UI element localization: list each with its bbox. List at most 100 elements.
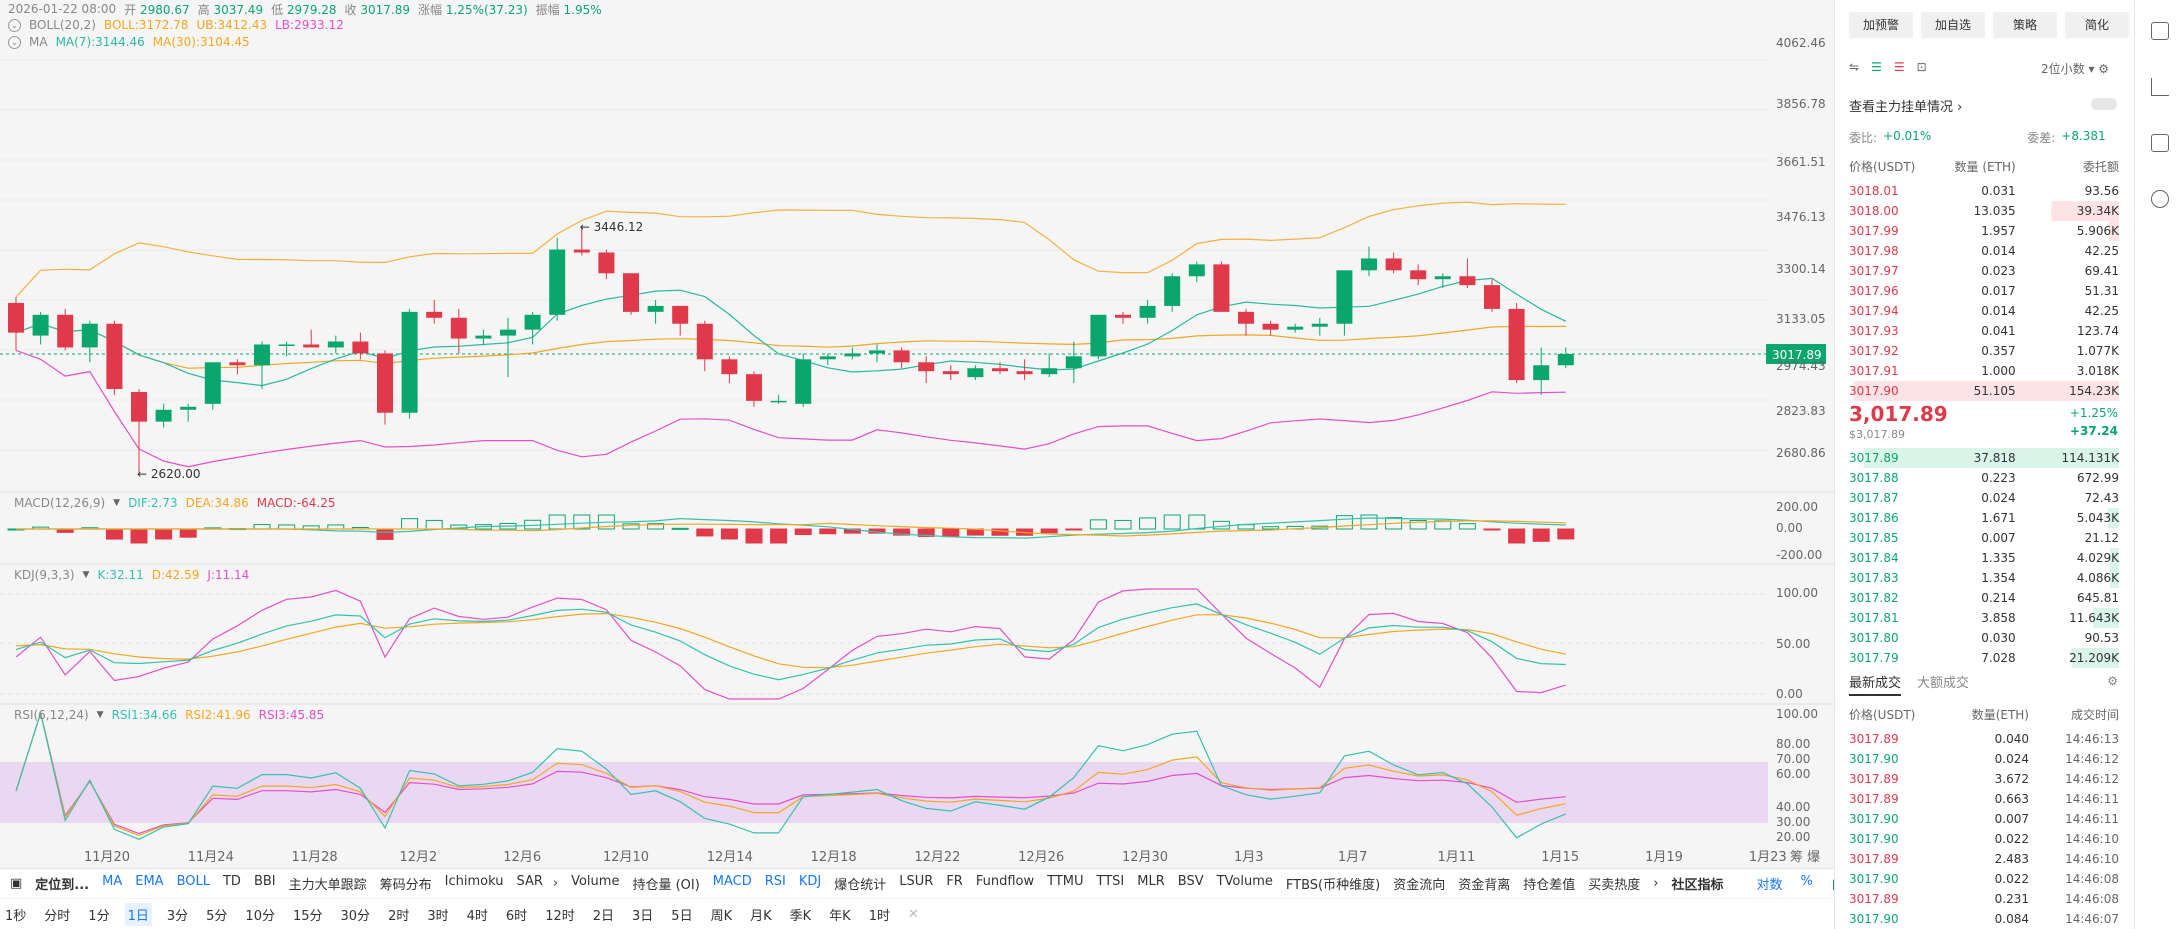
sub-indicator-item[interactable]: Fundflow: [975, 874, 1035, 889]
ask-row[interactable]: 3017.99 1.957 5.906K: [1849, 221, 2119, 241]
ob-total-header[interactable]: 委托额: [2082, 159, 2119, 174]
bid-row[interactable]: 3017.84 1.335 4.029K: [1849, 548, 2119, 568]
timeframe-6时[interactable]: 6时: [505, 908, 528, 924]
bid-row[interactable]: 3017.79 7.028 21.209K: [1849, 648, 2119, 668]
bid-row[interactable]: 3017.88 0.223 672.99: [1849, 468, 2119, 488]
chevron-right-icon[interactable]: ›: [552, 876, 559, 891]
bar-chart-icon[interactable]: [2151, 134, 2169, 152]
sub-indicator-item[interactable]: Volume: [571, 874, 620, 889]
bid-row[interactable]: 3017.80 0.030 90.53: [1849, 628, 2119, 648]
caret-down-icon[interactable]: ▼: [96, 710, 104, 720]
gear-icon[interactable]: ⚙: [2098, 62, 2110, 76]
collapse-icon[interactable]: ⌄: [8, 35, 21, 49]
link-icon[interactable]: [2151, 190, 2169, 208]
tab-latest-trades[interactable]: 最新成交: [1849, 672, 1902, 696]
timeframe-3日[interactable]: 3日: [632, 908, 654, 924]
caret-down-icon[interactable]: ▼: [82, 570, 90, 580]
bid-row[interactable]: 3017.87 0.024 72.43: [1849, 488, 2119, 508]
sub-indicator-item[interactable]: 资金背离: [1458, 878, 1511, 893]
timeframe-30分[interactable]: 30分: [340, 908, 371, 924]
ask-row[interactable]: 3018.00 13.035 39.34K: [1849, 201, 2119, 221]
bid-row[interactable]: 3017.82 0.214 645.81: [1849, 588, 2119, 608]
caret-down-icon[interactable]: ▼: [113, 498, 121, 508]
trade-settings-icon[interactable]: ⚙: [2107, 674, 2118, 688]
ask-row[interactable]: 3018.01 0.031 93.56: [1849, 181, 2119, 201]
layout-icon-2[interactable]: ☰: [1871, 60, 1882, 74]
ask-row[interactable]: 3017.92 0.357 1.077K: [1849, 341, 2119, 361]
timeframe-1日[interactable]: 1日: [124, 902, 152, 926]
sub-indicator-item[interactable]: MLR: [1137, 874, 1165, 889]
scale-option[interactable]: 对数: [1756, 878, 1783, 893]
add-favorite-button[interactable]: 加自选: [1921, 12, 1985, 38]
add-alert-button[interactable]: 加预警: [1849, 12, 1913, 38]
sub-indicator-item[interactable]: KDJ: [798, 874, 822, 889]
timeframe-3时[interactable]: 3时: [427, 908, 449, 924]
layout-icon-3[interactable]: ☰: [1893, 60, 1905, 74]
tr-qty-header[interactable]: 数量(ETH): [1971, 707, 2029, 722]
bid-row[interactable]: 3017.83 1.354 4.086K: [1849, 568, 2119, 588]
ask-row[interactable]: 3017.98 0.014 42.25: [1849, 241, 2119, 261]
timeframe-2时[interactable]: 2时: [388, 908, 410, 924]
coin-icon[interactable]: [2151, 22, 2169, 40]
chart-icon[interactable]: [2151, 78, 2169, 96]
sub-indicator-item[interactable]: 买卖热度: [1588, 878, 1641, 893]
timeframe-季K[interactable]: 季K: [789, 908, 812, 924]
scale-option[interactable]: %: [1800, 874, 1813, 889]
main-indicator-item[interactable]: EMA: [135, 874, 164, 889]
locate-button[interactable]: 定位到...: [35, 878, 90, 893]
sub-indicator-item[interactable]: 爆仓统计: [834, 878, 887, 893]
sub-indicator-item[interactable]: 持仓差值: [1523, 878, 1576, 893]
sub-indicator-item[interactable]: RSI: [764, 874, 786, 889]
timeframe-5分[interactable]: 5分: [206, 908, 228, 924]
timeframe-周K[interactable]: 周K: [710, 908, 733, 924]
timeframe-10分[interactable]: 10分: [245, 908, 275, 924]
main-indicator-item[interactable]: 主力大单跟踪: [288, 878, 367, 893]
bid-row[interactable]: 3017.86 1.671 5.043K: [1849, 508, 2119, 528]
sub-indicator-item[interactable]: FTBS(币种维度): [1285, 878, 1381, 893]
depth-toggle[interactable]: [2091, 98, 2117, 110]
sub-indicator-item[interactable]: TTMU: [1047, 874, 1084, 889]
settings-icon[interactable]: ▣: [10, 876, 23, 891]
main-indicator-item[interactable]: Ichimoku: [444, 874, 504, 889]
sub-indicator-item[interactable]: 持仓量 (OI): [632, 878, 700, 893]
sub-indicator-item[interactable]: BSV: [1177, 874, 1204, 889]
chart-canvas[interactable]: 3017.89 ← 3446.12 ← 2620.00: [0, 0, 1834, 868]
sub-indicator-item[interactable]: TTSI: [1096, 874, 1125, 889]
sub-indicator-item[interactable]: TVolume: [1216, 874, 1273, 889]
main-indicator-item[interactable]: 筹码分布: [379, 878, 432, 893]
ask-row[interactable]: 3017.93 0.041 123.74: [1849, 321, 2119, 341]
simplify-button[interactable]: 简化: [2065, 12, 2129, 38]
ob-qty-header[interactable]: 数量 (ETH): [1954, 159, 2016, 174]
main-indicator-item[interactable]: MA: [102, 874, 123, 889]
main-indicator-item[interactable]: TD: [222, 874, 241, 889]
bid-row[interactable]: 3017.85 0.007 21.12: [1849, 528, 2119, 548]
sub-indicator-item[interactable]: LSUR: [899, 874, 934, 889]
tab-large-trades[interactable]: 大额成交: [1917, 676, 1970, 691]
timeframe-年K[interactable]: 年K: [829, 908, 851, 924]
timeframe-1时[interactable]: 1时: [868, 908, 890, 924]
sub-indicator-item[interactable]: 资金流向: [1393, 878, 1446, 893]
collapse-icon[interactable]: ⌄: [8, 18, 21, 32]
timeframe-2日[interactable]: 2日: [592, 908, 615, 924]
main-indicator-item[interactable]: SAR: [516, 874, 543, 889]
ask-row[interactable]: 3017.94 0.014 42.25: [1849, 301, 2119, 321]
ask-row[interactable]: 3017.97 0.023 69.41: [1849, 261, 2119, 281]
main-indicator-item[interactable]: BBI: [253, 874, 276, 889]
layout-icon-1[interactable]: ⇋: [1849, 60, 1860, 74]
main-indicator-item[interactable]: BOLL: [176, 874, 210, 889]
timeframe-1秒[interactable]: 1秒: [5, 908, 27, 924]
strategy-button[interactable]: 策略: [1993, 12, 2057, 38]
timeframe-12时[interactable]: 12时: [545, 908, 575, 924]
timeframe-1分[interactable]: 1分: [88, 908, 110, 924]
close-icon[interactable]: ✕: [907, 906, 919, 922]
sub-indicator-item[interactable]: FR: [946, 874, 963, 889]
sub-indicator-item[interactable]: MACD: [712, 874, 752, 889]
bid-row[interactable]: 3017.89 37.818 114.131K: [1849, 448, 2119, 468]
timeframe-分时[interactable]: 分时: [44, 908, 71, 924]
ask-row[interactable]: 3017.96 0.017 51.31: [1849, 281, 2119, 301]
ask-row[interactable]: 3017.90 51.105 154.23K: [1849, 381, 2119, 401]
timeframe-月K[interactable]: 月K: [750, 908, 772, 924]
chevron-right-icon[interactable]: ›: [1653, 876, 1659, 891]
timeframe-4时[interactable]: 4时: [466, 908, 488, 924]
bid-row[interactable]: 3017.81 3.858 11.643K: [1849, 608, 2119, 628]
